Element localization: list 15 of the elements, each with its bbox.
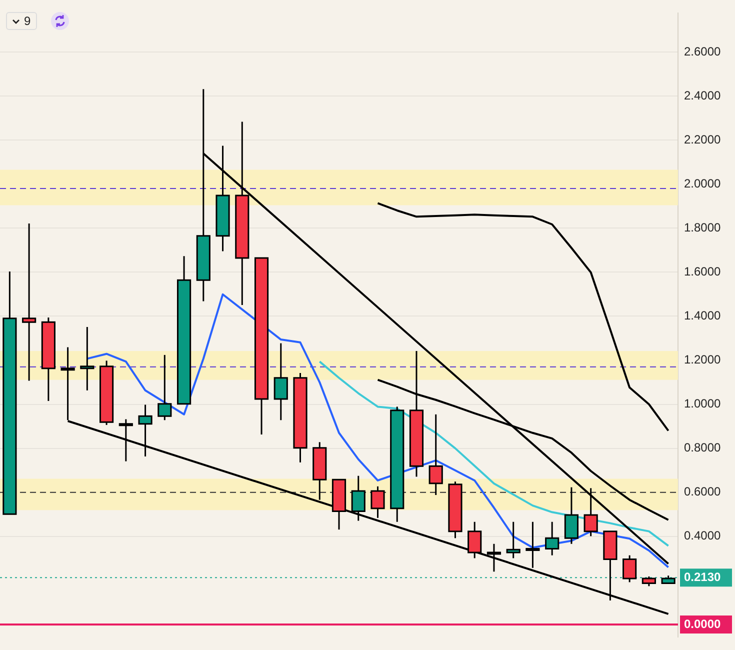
- y-tick-label: 1.6000: [684, 264, 722, 278]
- y-tick-label: 1.0000: [684, 396, 722, 411]
- y-tick-label: 1.8000: [684, 220, 722, 234]
- ref-line-label: 0.0000: [684, 616, 722, 631]
- y-tick-label: 1.4000: [684, 308, 722, 323]
- y-tick-label: 2.4000: [684, 88, 722, 102]
- annotation: 9: [6, 12, 37, 30]
- y-tick-label: 0.6000: [684, 484, 722, 499]
- y-tick-label: 2.6000: [684, 44, 722, 58]
- y-tick-label: 0.4000: [684, 528, 722, 543]
- y-tick-label: 2.2000: [684, 132, 722, 146]
- ref-line-label: 0.2130: [684, 570, 722, 584]
- y-tick-label: 1.2000: [684, 352, 722, 367]
- y-tick-label: 0.8000: [684, 440, 722, 455]
- y-tick-label: 2.0000: [684, 176, 722, 190]
